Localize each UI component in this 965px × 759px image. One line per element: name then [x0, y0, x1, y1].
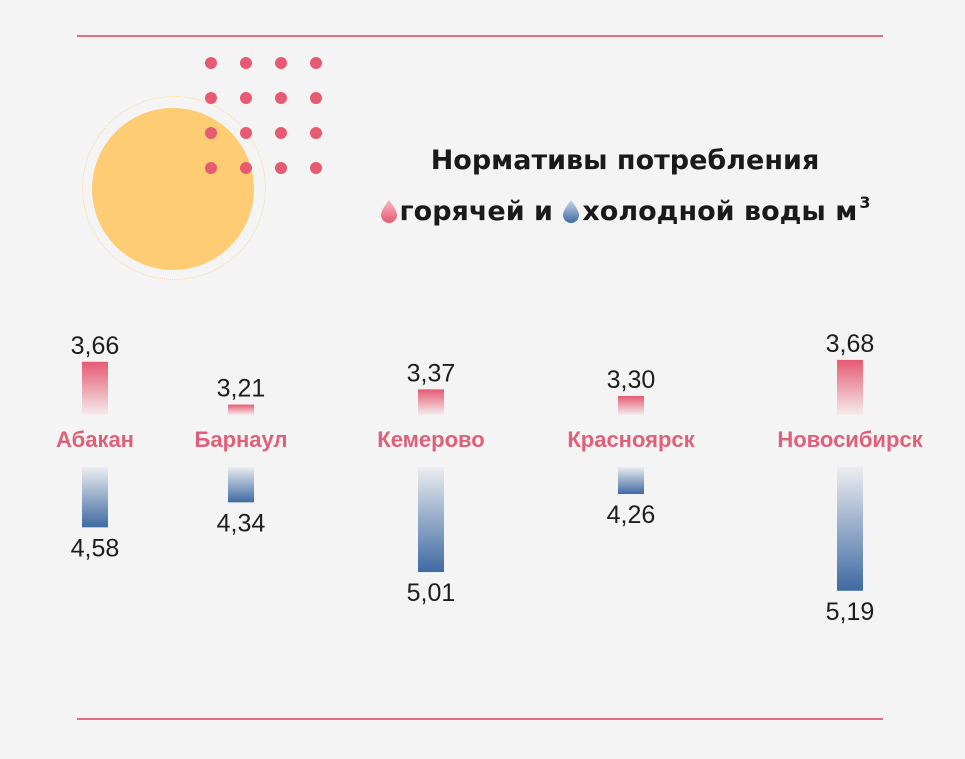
- cold-water-bar: [82, 467, 108, 528]
- top-divider: [77, 35, 883, 37]
- hot-water-bar: [228, 404, 254, 415]
- hot-value-label: 3,37: [407, 359, 456, 387]
- decor-dot: [275, 127, 287, 139]
- hot-water-bar: [837, 359, 863, 415]
- cold-value-label: 4,26: [607, 501, 656, 529]
- decor-dot: [205, 162, 217, 174]
- decor-dot: [240, 162, 252, 174]
- cold-water-label: холодной воды м: [582, 196, 858, 227]
- cold-water-bar: [418, 467, 444, 573]
- title-line-1: Нормативы потребления: [430, 145, 820, 176]
- bottom-divider: [77, 718, 883, 720]
- sun-decoration: [92, 108, 254, 270]
- hot-water-bar: [618, 396, 644, 415]
- decor-dot: [275, 162, 287, 174]
- cold-value-label: 5,19: [826, 598, 875, 626]
- sun-ring-decoration: [82, 96, 266, 280]
- hot-value-label: 3,68: [826, 330, 875, 358]
- cold-water-drop-icon: [563, 200, 580, 223]
- hot-water-drop-icon: [380, 200, 397, 223]
- decor-dot: [310, 92, 322, 104]
- decor-dot: [240, 127, 252, 139]
- decor-dot: [310, 162, 322, 174]
- hot-value-label: 3,30: [607, 366, 656, 394]
- decor-dot: [240, 57, 252, 69]
- decor-dot: [205, 57, 217, 69]
- chart-title: Нормативы потребления горячей и холодной…: [340, 140, 910, 233]
- cold-value-label: 5,01: [407, 579, 456, 607]
- hot-water-label: горячей и: [399, 196, 553, 227]
- decor-dot: [205, 127, 217, 139]
- city-label: Новосибирск: [777, 427, 923, 452]
- decor-dot: [240, 92, 252, 104]
- decor-dot: [275, 92, 287, 104]
- cold-value-label: 4,34: [217, 509, 266, 537]
- city-label: Барнаул: [195, 427, 288, 452]
- decor-dot: [275, 57, 287, 69]
- cold-water-bar: [228, 467, 254, 503]
- hot-value-label: 3,21: [217, 375, 266, 403]
- hot-water-bar: [418, 389, 444, 415]
- decor-dot: [205, 92, 217, 104]
- cold-value-label: 4,58: [71, 534, 120, 562]
- decor-dot: [310, 57, 322, 69]
- cold-water-bar: [837, 467, 863, 591]
- city-label: Абакан: [56, 427, 134, 452]
- cold-water-bar: [618, 467, 644, 495]
- decor-dot: [310, 127, 322, 139]
- unit-exponent: 3: [859, 193, 871, 212]
- hot-value-label: 3,66: [71, 332, 120, 360]
- city-label: Красноярск: [567, 427, 695, 452]
- hot-water-bar: [82, 361, 108, 415]
- city-label: Кемерово: [377, 427, 484, 452]
